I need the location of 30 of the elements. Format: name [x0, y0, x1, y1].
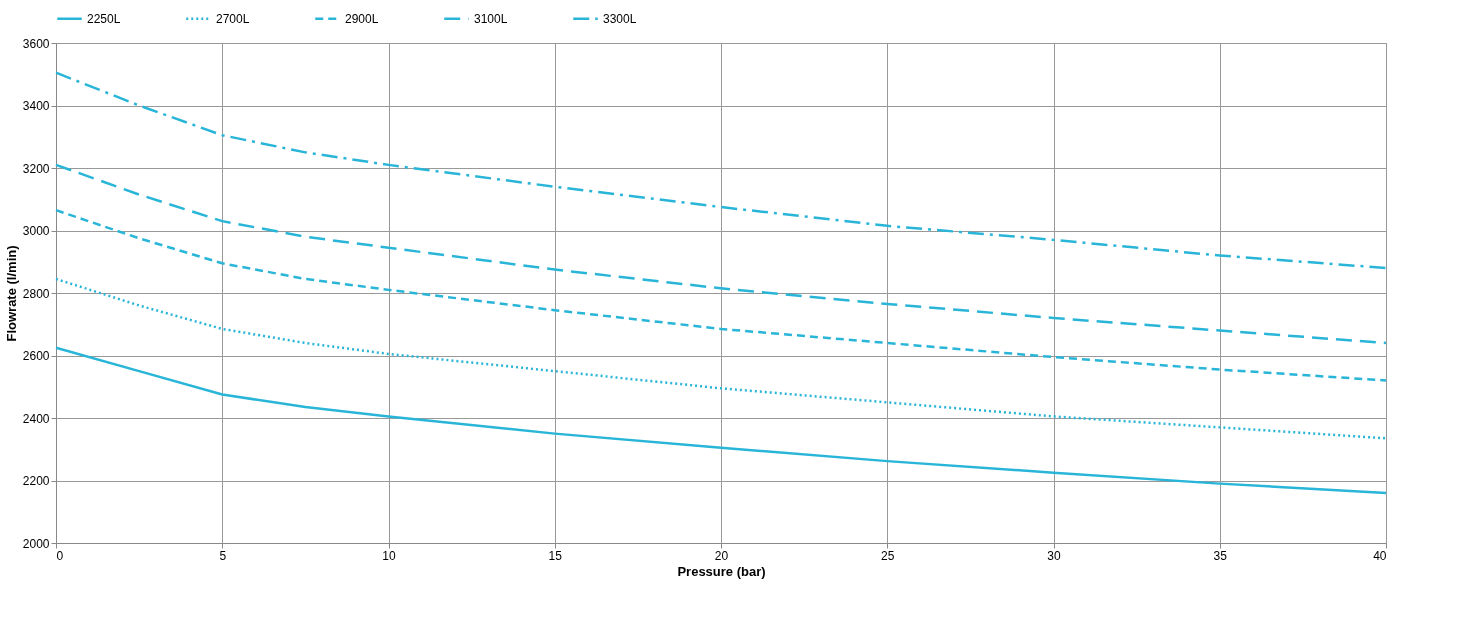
legend-label: 2700L	[216, 11, 250, 26]
x-tick-label: 15	[548, 548, 563, 563]
y-tick-label: 2000	[22, 536, 50, 551]
legend-label: 2900L	[345, 11, 379, 26]
x-tick-label: 30	[1047, 548, 1061, 563]
y-tick-label: 2400	[22, 411, 50, 426]
y-tick-label: 2800	[22, 286, 50, 301]
x-tick-label: 20	[714, 548, 729, 563]
line-series	[54, 71, 1388, 270]
legend-label: 2250L	[87, 11, 121, 26]
y-tick-label: 3000	[22, 224, 50, 238]
x-tick-label: 10	[382, 548, 396, 563]
legend-label: 3100L	[474, 11, 508, 26]
y-tick-label: 3400	[22, 99, 50, 113]
y-tick-label: 2200	[22, 474, 50, 488]
x-tick-label: 5	[219, 548, 227, 563]
x-tick-label: 40	[1373, 548, 1387, 563]
line-series	[54, 208, 1388, 382]
y-tick-label: 3600	[22, 36, 50, 51]
y-axis-title: Flowrate (l/min)	[3, 245, 19, 342]
line-series	[54, 163, 1388, 345]
line-series	[54, 346, 1388, 495]
x-tick-label: 0	[56, 548, 64, 563]
y-tick-label: 3200	[22, 161, 50, 176]
x-axis-title: Pressure (bar)	[677, 563, 766, 579]
line-series	[54, 277, 1388, 440]
x-tick-label: 35	[1213, 548, 1228, 563]
y-tick-label: 2600	[22, 349, 50, 363]
legend-label: 3300L	[603, 11, 637, 26]
x-tick-label: 25	[881, 548, 895, 563]
